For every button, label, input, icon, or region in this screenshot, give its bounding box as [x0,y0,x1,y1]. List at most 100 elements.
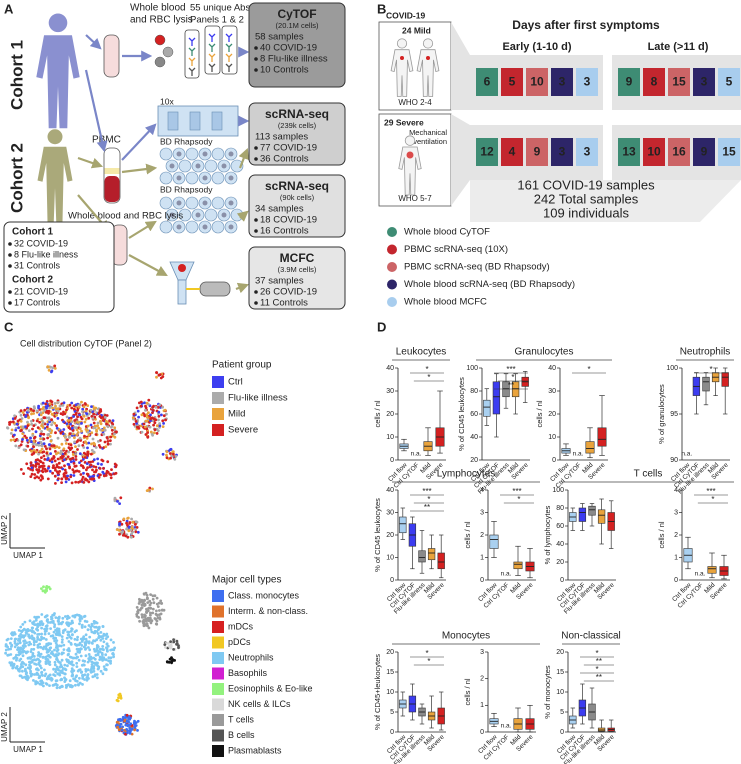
umap-point [169,643,173,647]
umap-point [85,462,89,465]
umap-point [31,427,34,431]
umap-point [90,665,94,669]
antibody [225,53,233,62]
umap-point [23,425,27,428]
umap-point [42,585,45,589]
umap-point [36,426,40,429]
antibody [188,47,196,56]
umap-point [51,613,55,617]
umap-point [62,472,66,475]
umap-point [19,665,23,669]
umap-point [48,459,52,462]
umap-point [161,375,165,378]
y-tick-label: 90 [670,457,678,464]
sample-count: 3 [584,145,591,159]
y-tick-label: 15 [556,669,564,676]
umap-point [19,419,23,423]
umap-point [20,635,23,639]
well [230,208,244,222]
umap-point [37,452,40,456]
umap-point [169,447,173,451]
umap-point [90,630,94,634]
umap-point [60,651,64,655]
umap-point [78,452,82,455]
legend-swatch [212,636,224,649]
umap-point [91,417,95,420]
umap-point [62,648,66,651]
cell [162,46,174,58]
step-label: BD Rhapsody [160,184,213,194]
umap-point [51,406,54,410]
umap-point [45,660,48,663]
umap-point [13,417,17,420]
umap-point [97,625,101,629]
legend-swatch [212,376,224,388]
umap-point [21,411,25,414]
umap-point [86,660,90,664]
umap-point [53,474,57,478]
umap-point [162,422,166,425]
umap-point [130,532,134,536]
umap-point [81,475,85,479]
umap-point [90,641,94,645]
umap-point [54,431,57,435]
na-label: n.a. [411,451,422,458]
umap-point [64,686,68,689]
umap-point [54,407,58,411]
umap-point [74,411,78,415]
umap-point [86,446,89,450]
umap-point [94,433,98,436]
assay-box [248,174,346,238]
umap-point [152,601,156,605]
umap-point [116,500,119,503]
umap-point [81,444,85,447]
step-label: 10x [160,96,174,106]
umap-point [89,628,93,631]
box [427,548,436,561]
umap-point [62,447,66,451]
umap-point [17,446,21,449]
bullet [254,229,258,233]
box [399,516,407,534]
umap-point [145,607,148,611]
y-tick-label: 4 [674,487,678,494]
umap-point [138,619,142,623]
umap-point [110,424,114,428]
chip-well [211,111,223,131]
umap-point [95,638,99,642]
umap-point [121,715,125,719]
umap-point [19,657,23,661]
umap-point [7,647,11,651]
umap-point [105,419,108,423]
umap-point [118,529,121,532]
y-tick-label: 60 [470,411,478,418]
antibody [208,53,216,62]
umap-point [95,645,99,649]
umap-point [24,414,28,418]
umap-point [87,433,91,437]
antibody [225,63,233,72]
panel-label: B [377,1,386,16]
umap-point [66,462,70,466]
umap-point [15,666,18,669]
umap-point [103,428,107,432]
umap-point [58,661,62,664]
umap-point [96,457,99,461]
umap-point [26,650,29,654]
umap-point [73,436,76,440]
y-tick-label: 3 [674,509,678,516]
umap-point [59,456,63,459]
umap-point [52,464,55,467]
umap-point [78,403,82,407]
umap-point [64,615,67,618]
significance-label: ** [596,657,602,666]
umap-point [68,448,72,451]
bead [169,212,175,218]
umap-point [128,726,132,730]
umap-point [74,455,78,458]
umap-point [55,445,59,449]
umap-point [78,668,82,672]
bullet [254,68,258,72]
well [185,171,199,185]
